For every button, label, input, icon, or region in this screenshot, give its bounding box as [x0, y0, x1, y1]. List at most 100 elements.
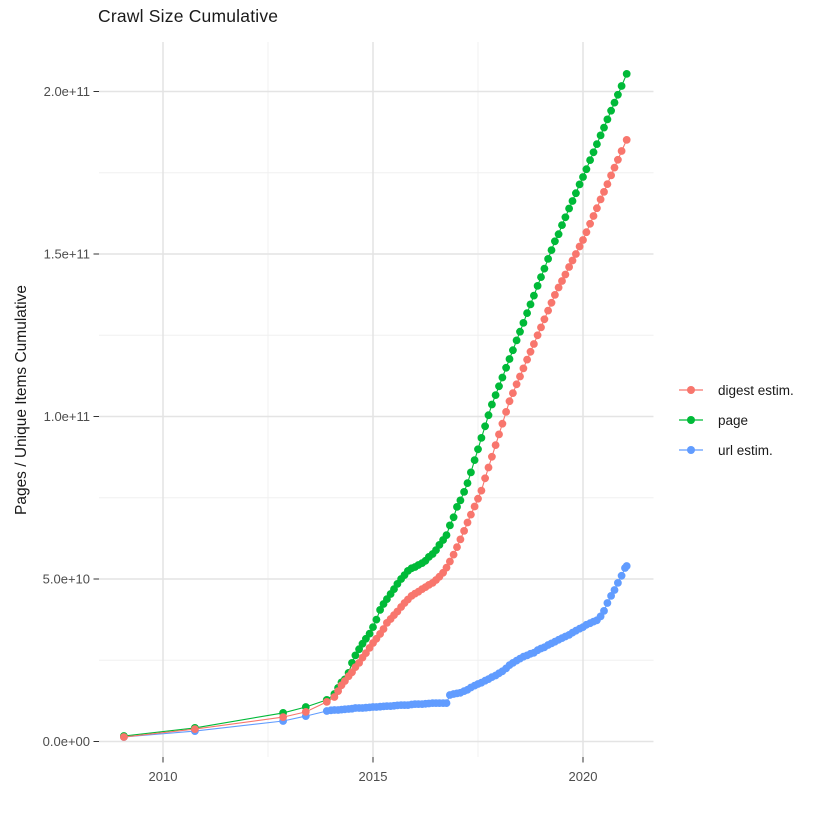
- data-point: [446, 557, 454, 566]
- data-point: [558, 221, 566, 230]
- data-point: [470, 456, 479, 464]
- series-line-url-estim-: [123, 565, 628, 738]
- data-point: [488, 400, 496, 409]
- data-point: [607, 592, 615, 600]
- data-point: [586, 156, 594, 165]
- data-point: [614, 579, 622, 587]
- data-point: [509, 346, 517, 355]
- data-point: [561, 213, 570, 222]
- data-point: [565, 204, 573, 213]
- data-point: [593, 204, 601, 213]
- data-point: [351, 651, 360, 660]
- y-tick-label: 1.0e+11: [44, 409, 90, 424]
- data-point: [481, 474, 489, 483]
- data-point: [463, 479, 472, 487]
- data-point: [453, 503, 461, 511]
- data-point: [603, 599, 612, 607]
- data-point: [575, 242, 584, 251]
- legend-label-digest: digest estim.: [718, 382, 794, 398]
- data-point: [376, 606, 384, 614]
- x-tick-label: 2020: [569, 769, 598, 784]
- data-point: [600, 607, 608, 615]
- data-point: [607, 106, 615, 115]
- legend-key-point: [687, 386, 695, 394]
- data-point: [191, 725, 199, 733]
- data-point: [603, 180, 612, 189]
- data-point: [460, 527, 468, 535]
- data-point: [544, 255, 552, 263]
- data-point: [610, 163, 619, 172]
- data-point: [561, 270, 570, 279]
- data-point: [467, 510, 475, 519]
- data-point: [474, 494, 482, 503]
- data-point: [586, 219, 594, 228]
- data-point: [463, 518, 472, 527]
- series-line-digest-estim-: [123, 139, 628, 738]
- data-point: [502, 408, 510, 416]
- data-point: [372, 615, 381, 624]
- data-point: [554, 230, 563, 239]
- data-point: [582, 228, 591, 237]
- y-tick-label: 2.0e+11: [44, 84, 90, 99]
- data-point: [484, 463, 493, 472]
- data-point: [572, 189, 580, 198]
- data-point: [446, 521, 454, 530]
- data-point: [596, 195, 605, 204]
- data-point: [491, 391, 500, 399]
- legend-label-url: url estim.: [718, 442, 773, 458]
- data-point: [610, 586, 619, 594]
- data-point: [477, 434, 486, 442]
- data-point: [301, 708, 310, 716]
- x-tick-label: 2015: [359, 769, 388, 784]
- data-point: [600, 123, 608, 132]
- data-point: [530, 340, 538, 348]
- data-point: [537, 323, 545, 332]
- data-point: [575, 180, 584, 189]
- data-point: [596, 131, 605, 140]
- data-point: [488, 452, 496, 461]
- data-point: [481, 422, 489, 431]
- data-point: [622, 136, 631, 144]
- data-point: [365, 629, 374, 638]
- data-point: [533, 282, 542, 290]
- data-point: [279, 713, 287, 721]
- y-axis-title: Pages / Unique Items Cumulative: [13, 284, 30, 516]
- data-point: [495, 382, 503, 391]
- data-point: [593, 140, 601, 149]
- data-point: [614, 90, 622, 99]
- data-point: [449, 550, 458, 559]
- data-point: [568, 197, 577, 205]
- data-point: [334, 687, 342, 695]
- data-point: [540, 315, 549, 324]
- data-point: [519, 319, 528, 327]
- data-point: [322, 698, 331, 706]
- data-point: [516, 372, 524, 381]
- legend-key-page-icon: [679, 416, 703, 424]
- data-point: [523, 309, 531, 317]
- data-point: [505, 355, 514, 363]
- data-point: [589, 148, 598, 157]
- data-point: [526, 300, 535, 309]
- data-point: [540, 264, 549, 273]
- data-point: [460, 488, 468, 496]
- data-point: [551, 237, 559, 246]
- data-point: [477, 486, 486, 495]
- data-point: [379, 625, 388, 633]
- data-point: [547, 246, 556, 255]
- data-point: [330, 693, 339, 701]
- data-point: [467, 468, 475, 477]
- data-point: [495, 430, 503, 439]
- data-point: [537, 273, 545, 281]
- data-point: [491, 441, 500, 449]
- data-point: [453, 543, 461, 551]
- data-point: [523, 355, 531, 364]
- data-point: [558, 277, 566, 285]
- data-point: [622, 562, 631, 570]
- data-point: [120, 733, 128, 741]
- legend-key-point: [687, 446, 695, 454]
- data-point: [617, 147, 626, 155]
- data-point: [530, 291, 538, 300]
- data-point: [484, 411, 493, 420]
- data-point: [533, 331, 542, 340]
